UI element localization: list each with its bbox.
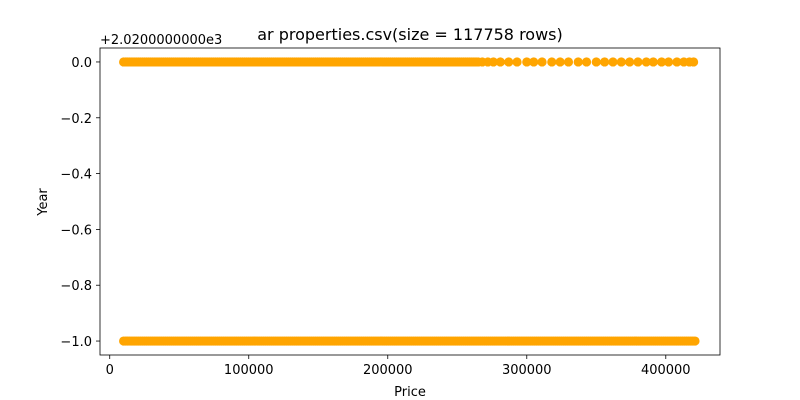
data-point xyxy=(690,336,700,346)
y-axis-ticks: 0.0 −0.2 −0.4 −0.6 −0.8 −1.0 xyxy=(60,56,100,350)
y-tick-label: −0.8 xyxy=(60,279,92,294)
data-point xyxy=(555,57,565,67)
y-tick-label: −0.4 xyxy=(60,168,92,183)
data-point xyxy=(657,57,667,67)
data-point xyxy=(688,57,699,67)
data-point xyxy=(512,57,522,67)
data-point xyxy=(672,57,682,67)
data-point xyxy=(663,57,674,67)
data-point xyxy=(529,57,539,67)
x-axis-ticks: 0 100000 200000 300000 400000 xyxy=(106,355,691,378)
x-tick-label: 400000 xyxy=(641,363,691,378)
data-point xyxy=(591,57,601,67)
x-axis-label: Price xyxy=(394,385,426,400)
data-point xyxy=(573,57,583,67)
data-point xyxy=(504,57,514,67)
data-point xyxy=(641,57,651,67)
data-point xyxy=(547,57,557,67)
y-tick-label: 0.0 xyxy=(71,56,92,71)
data-point xyxy=(581,57,592,67)
data-point xyxy=(537,57,547,67)
data-point xyxy=(488,57,499,67)
y-tick-label: −1.0 xyxy=(60,335,92,350)
x-tick-label: 200000 xyxy=(363,363,413,378)
axes-frame xyxy=(99,47,721,356)
data-point xyxy=(648,57,658,67)
y-tick-label: −0.6 xyxy=(60,223,92,238)
data-points xyxy=(119,57,700,346)
data-point xyxy=(625,57,635,67)
data-point xyxy=(563,57,574,67)
data-point xyxy=(600,57,610,67)
x-tick-label: 300000 xyxy=(502,363,552,378)
chart-title: ar properties.csv(size = 117758 rows) xyxy=(257,25,563,44)
y-axis-label: Year xyxy=(36,188,51,217)
y-tick-label: −0.2 xyxy=(60,112,92,127)
data-point xyxy=(522,57,532,67)
data-point xyxy=(608,57,618,67)
data-point xyxy=(616,57,626,67)
x-tick-label: 100000 xyxy=(224,363,274,378)
y-offset-text: +2.0200000000e3 xyxy=(100,33,222,48)
data-point xyxy=(633,57,643,67)
data-point xyxy=(495,57,505,67)
x-tick-label: 0 xyxy=(106,363,114,378)
